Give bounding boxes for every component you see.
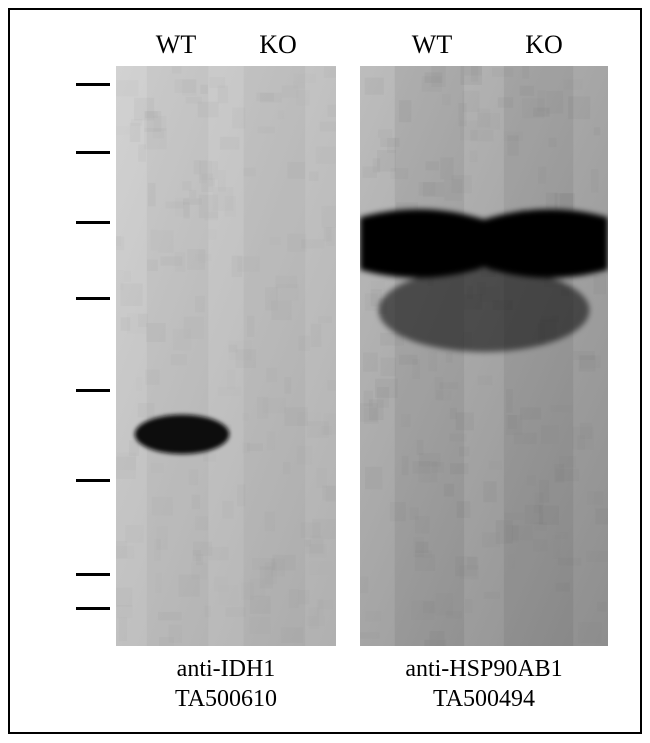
lane-label: WT [392,30,472,60]
lane-label: WT [136,30,216,60]
caption-line: TA500610 [106,684,346,714]
blot-band [135,415,230,454]
caption-line: anti-IDH1 [106,654,346,684]
mw-tick [76,389,110,392]
mw-tick [76,607,110,610]
panel-caption: anti-IDH1TA500610 [106,654,346,714]
mw-tick [76,221,110,224]
blot-panel-right [360,66,608,646]
blot-panel-left [116,66,336,646]
caption-line: TA500494 [364,684,604,714]
mw-tick [76,297,110,300]
panel-caption: anti-HSP90AB1TA500494 [364,654,604,714]
lane-label: KO [238,30,318,60]
caption-line: anti-HSP90AB1 [364,654,604,684]
mw-tick [76,83,110,86]
mw-tick [76,479,110,482]
lane-label: KO [504,30,584,60]
mw-tick [76,573,110,576]
mw-tick [76,151,110,154]
